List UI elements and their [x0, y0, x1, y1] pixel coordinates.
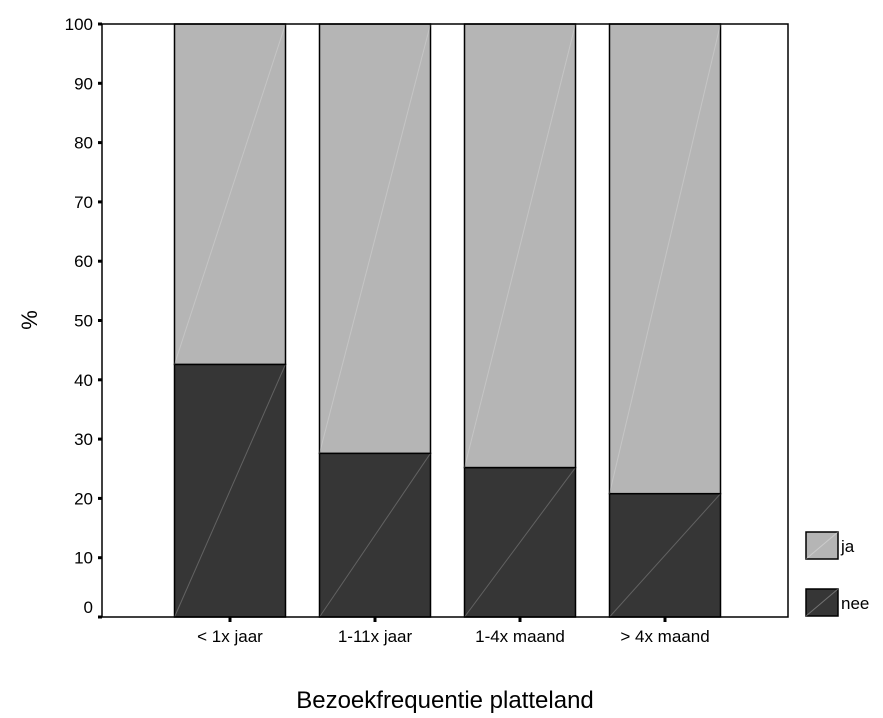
legend-label-ja: ja — [840, 537, 855, 556]
bar-segment-ja — [608, 23, 722, 495]
y-tick-label: 90 — [74, 74, 93, 93]
y-axis-title: % — [17, 310, 42, 330]
legend-swatch-diagonal — [805, 531, 839, 560]
y-tick-label: 30 — [74, 430, 93, 449]
y-tick-label: 50 — [74, 312, 93, 331]
y-tick-label: 40 — [74, 371, 93, 390]
x-axis: < 1x jaar 1-11x jaar 1-4x maand > 4x maand — [197, 617, 710, 646]
bar-diagonal-artifact — [174, 364, 286, 618]
bar-diagonal-artifact — [609, 493, 721, 618]
y-tick-label: 80 — [74, 134, 93, 153]
legend-swatch-ja — [805, 531, 839, 560]
y-tick-label: 100 — [65, 15, 93, 34]
y-tick-label: 60 — [74, 252, 93, 271]
x-tick-label: 1-4x maand — [475, 627, 565, 646]
legend-swatch-nee — [805, 588, 839, 617]
bar-diagonal-artifact — [319, 453, 431, 618]
x-axis-title: Bezoekfrequentie platteland — [296, 687, 594, 714]
x-tick-label: < 1x jaar — [197, 627, 263, 646]
legend: ja nee — [805, 531, 869, 617]
bar-segment-nee — [173, 363, 287, 618]
bar-diagonal-artifact — [319, 23, 431, 454]
x-tick-label: > 4x maand — [620, 627, 709, 646]
bar-segment-nee — [463, 466, 577, 618]
bar-diagonal-artifact — [174, 23, 286, 365]
bar-diagonal-artifact — [464, 467, 576, 618]
legend-swatch-diagonal — [805, 588, 839, 617]
y-tick-label: 70 — [74, 193, 93, 212]
bar-segment-nee — [318, 452, 432, 618]
legend-label-nee: nee — [841, 594, 869, 613]
bar-segment-ja — [318, 23, 432, 455]
y-tick-label: 10 — [74, 549, 93, 568]
bar-segment-nee — [608, 492, 722, 618]
y-tick-label: 20 — [74, 489, 93, 508]
x-tick-label: 1-11x jaar — [338, 627, 413, 646]
y-axis: 0 10 20 30 40 50 60 70 80 90 100 — [65, 15, 102, 619]
bar-diagonal-artifact — [609, 23, 721, 494]
bar-segment-ja — [173, 23, 287, 366]
bars-layer — [173, 23, 722, 618]
y-tick-label: 0 — [84, 598, 93, 617]
bar-diagonal-artifact — [464, 23, 576, 468]
